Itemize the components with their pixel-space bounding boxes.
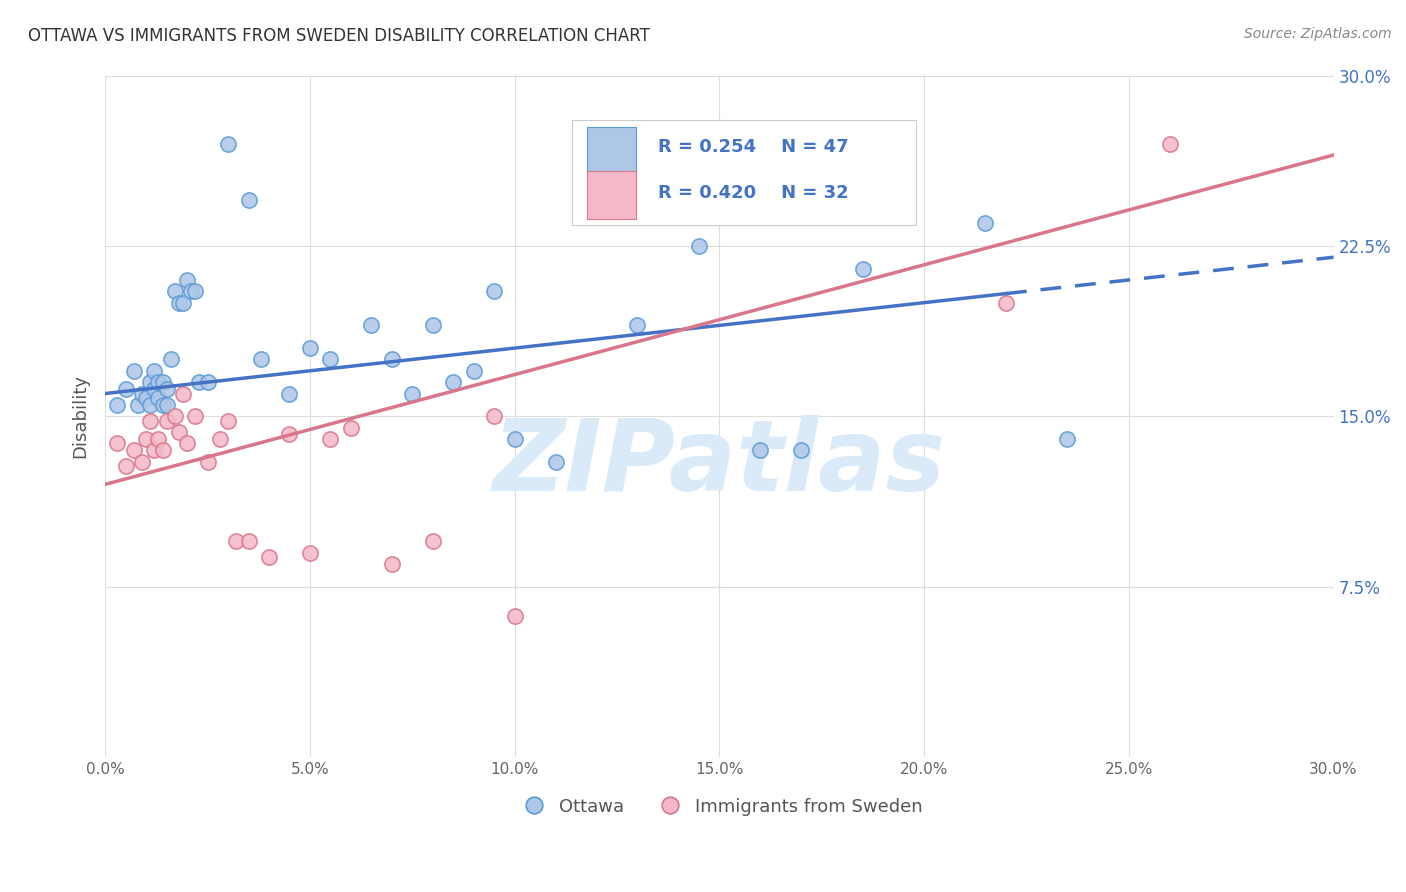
Point [167, 425, 190, 439]
Point [172, 386, 194, 401]
Point [381, 352, 404, 367]
Point [148, 432, 170, 446]
Point [188, 375, 211, 389]
Point [319, 432, 342, 446]
Point [217, 414, 239, 428]
Point [159, 352, 181, 367]
Point [225, 534, 247, 549]
Point [422, 318, 444, 333]
Point [319, 352, 342, 367]
Point [139, 375, 162, 389]
Point [257, 550, 280, 565]
Point [156, 414, 179, 428]
Point [152, 443, 174, 458]
Point [131, 455, 153, 469]
FancyBboxPatch shape [572, 120, 915, 226]
Point [217, 136, 239, 151]
Point [167, 295, 190, 310]
Point [180, 285, 202, 299]
Point [208, 432, 231, 446]
Point [463, 364, 485, 378]
Point [135, 432, 157, 446]
Text: OTTAWA VS IMMIGRANTS FROM SWEDEN DISABILITY CORRELATION CHART: OTTAWA VS IMMIGRANTS FROM SWEDEN DISABIL… [28, 27, 650, 45]
Point [238, 534, 260, 549]
Point [360, 318, 382, 333]
Point [482, 285, 505, 299]
FancyBboxPatch shape [586, 127, 636, 174]
Point [163, 409, 186, 424]
Point [156, 382, 179, 396]
Point [790, 443, 813, 458]
Point [626, 318, 648, 333]
Point [974, 216, 997, 230]
Point [143, 443, 166, 458]
Point [122, 364, 145, 378]
Point [1056, 432, 1078, 446]
Point [278, 386, 301, 401]
Point [197, 455, 219, 469]
Point [278, 427, 301, 442]
Point [749, 443, 772, 458]
Point [107, 398, 129, 412]
Point [441, 375, 464, 389]
Text: Source: ZipAtlas.com: Source: ZipAtlas.com [1244, 27, 1392, 41]
Legend: Ottawa, Immigrants from Sweden: Ottawa, Immigrants from Sweden [509, 790, 929, 823]
Point [135, 391, 157, 405]
Point [122, 443, 145, 458]
Point [152, 398, 174, 412]
Point [544, 455, 567, 469]
Point [503, 432, 526, 446]
Point [139, 398, 162, 412]
Text: R = 0.420    N = 32: R = 0.420 N = 32 [658, 184, 849, 202]
Point [994, 295, 1017, 310]
Point [298, 545, 321, 559]
Point [114, 459, 136, 474]
Text: ZIPatlas: ZIPatlas [492, 416, 946, 512]
Y-axis label: Disability: Disability [72, 375, 89, 458]
Point [152, 375, 174, 389]
Point [688, 239, 710, 253]
Point [401, 386, 423, 401]
Point [852, 261, 875, 276]
Point [249, 352, 271, 367]
Point [184, 285, 207, 299]
Point [139, 414, 162, 428]
Point [1159, 136, 1181, 151]
FancyBboxPatch shape [586, 171, 636, 219]
Point [107, 436, 129, 450]
Point [148, 391, 170, 405]
Point [163, 285, 186, 299]
Point [131, 386, 153, 401]
Point [143, 364, 166, 378]
Point [422, 534, 444, 549]
Point [298, 341, 321, 355]
Point [749, 200, 772, 214]
Point [143, 382, 166, 396]
Point [197, 375, 219, 389]
Point [381, 557, 404, 571]
Point [127, 398, 149, 412]
Point [114, 382, 136, 396]
Point [340, 420, 363, 434]
Point [482, 409, 505, 424]
Text: R = 0.254    N = 47: R = 0.254 N = 47 [658, 138, 849, 156]
Point [176, 273, 198, 287]
Point [184, 409, 207, 424]
Point [156, 398, 179, 412]
Point [148, 375, 170, 389]
Point [503, 609, 526, 624]
Point [172, 295, 194, 310]
Point [238, 194, 260, 208]
Point [176, 436, 198, 450]
